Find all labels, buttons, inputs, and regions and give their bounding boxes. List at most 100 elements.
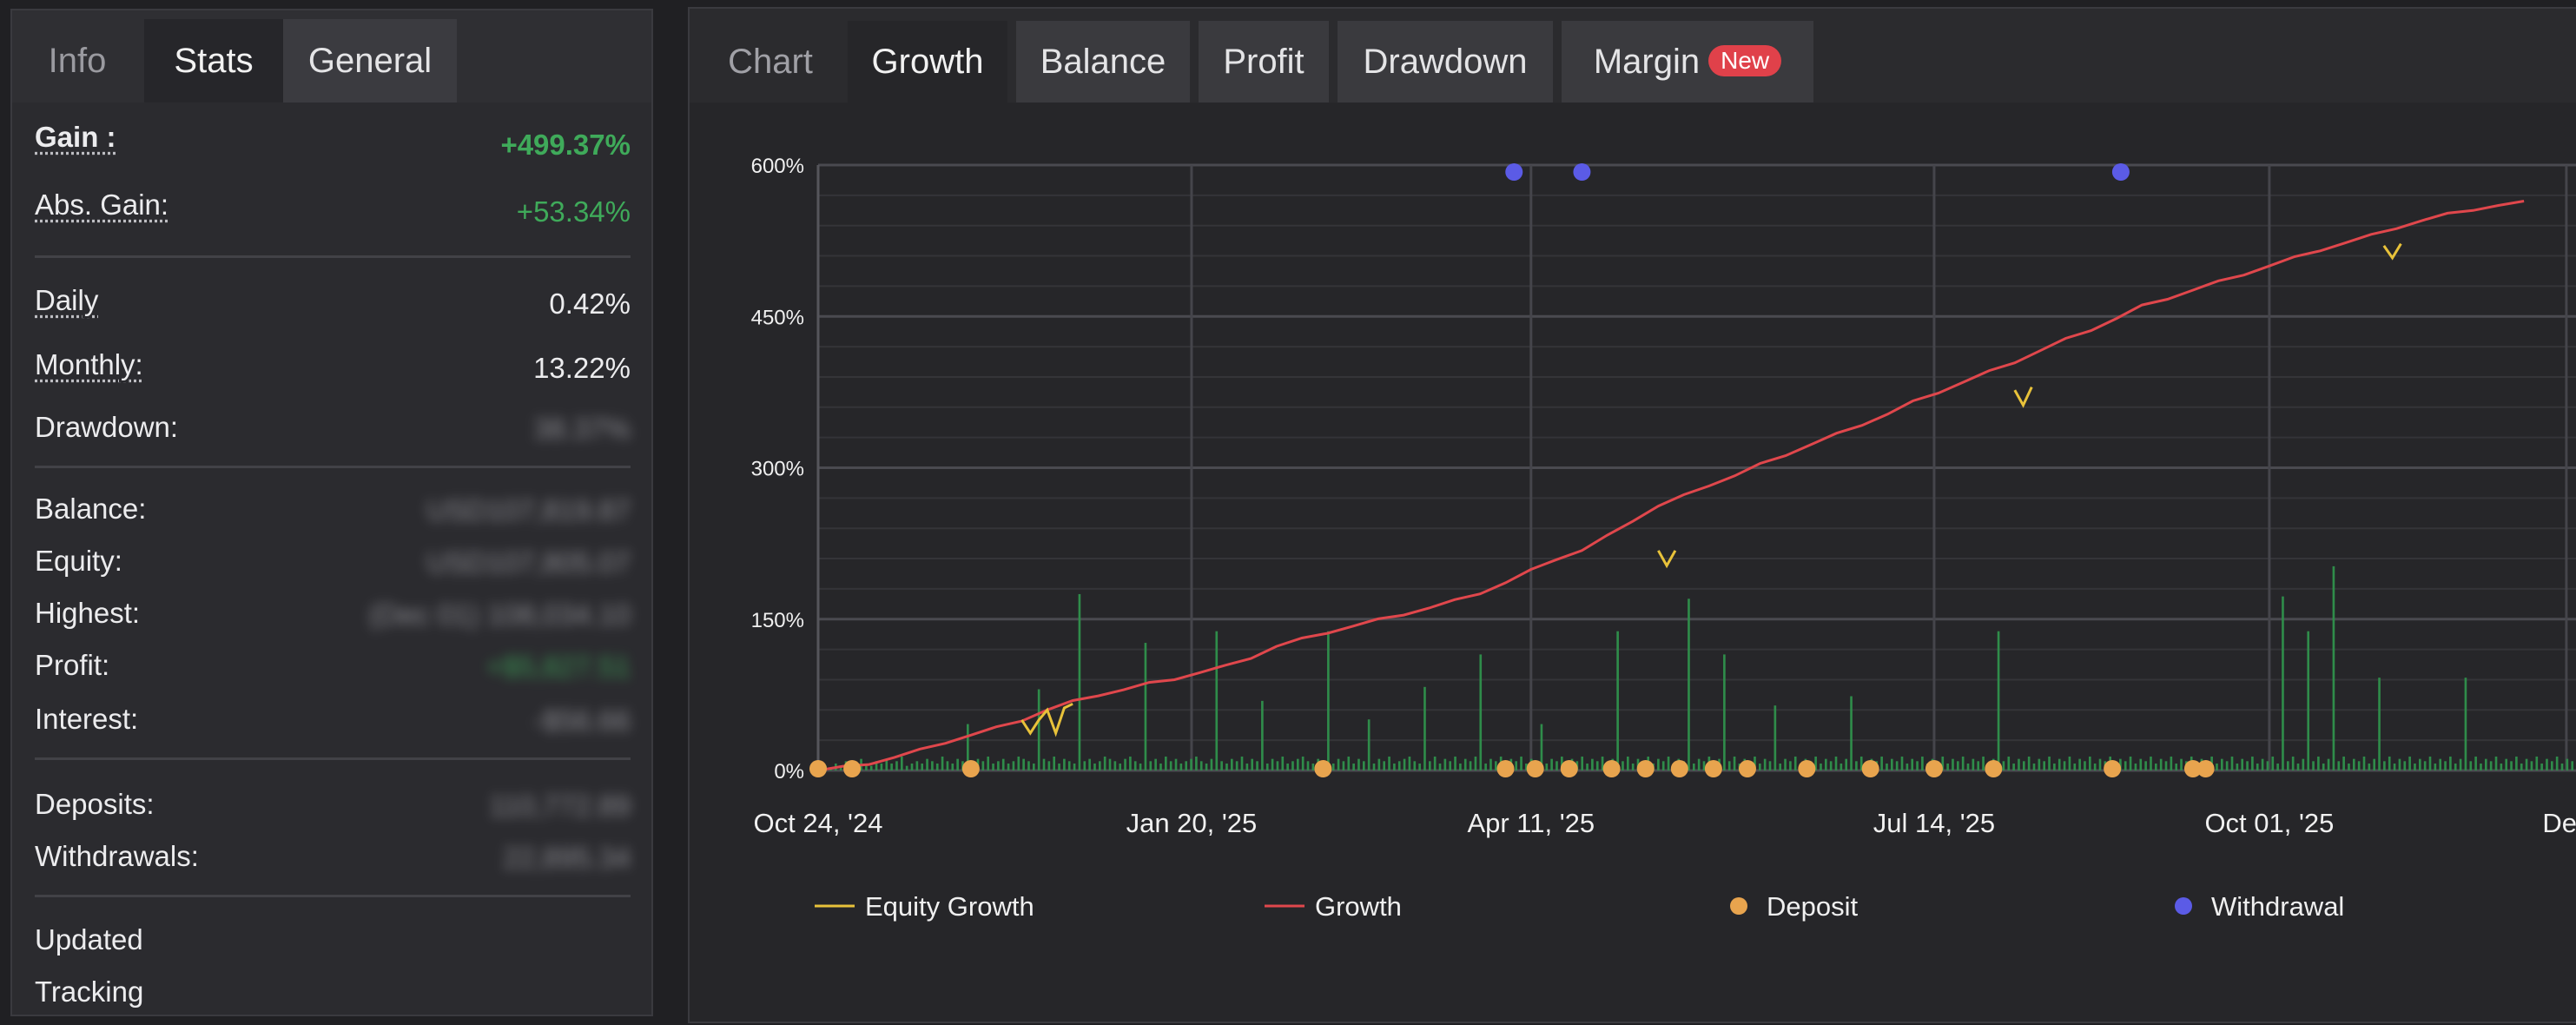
- daily-bar: [1033, 763, 1035, 770]
- tab-profit[interactable]: Profit: [1199, 21, 1329, 102]
- daily-bar: [1586, 763, 1589, 770]
- daily-bar: [2555, 756, 2559, 770]
- daily-bar: [2469, 761, 2473, 770]
- daily-bar: [1088, 758, 1091, 770]
- withdrawal-point: [1505, 163, 1523, 181]
- withdrawal-point: [2111, 163, 2130, 181]
- daily-bar: [1693, 763, 1695, 770]
- daily-bar: [885, 758, 888, 770]
- daily-bar: [2327, 758, 2330, 770]
- tab-info[interactable]: Info: [48, 42, 107, 80]
- daily-bar: [1438, 763, 1442, 770]
- monthly-label[interactable]: Monthly:: [35, 348, 143, 380]
- daily-bar: [2159, 758, 2163, 770]
- daily-bar: [1631, 763, 1635, 770]
- daily-bar: [2560, 763, 2564, 770]
- daily-bar: [1454, 756, 1456, 770]
- daily-bar: [1063, 758, 1066, 770]
- chart-legend: Equity Growth Growth Deposit Withdrawal: [815, 891, 2344, 922]
- tab-stats[interactable]: Stats: [144, 19, 283, 102]
- daily-bar: [1220, 761, 1223, 770]
- profit-value: +$5,827.51: [485, 651, 631, 683]
- gain-label[interactable]: Gain :: [35, 121, 116, 153]
- daily-bar: [1291, 761, 1294, 770]
- daily-bar: [1591, 758, 1594, 770]
- divider: [35, 255, 631, 258]
- daily-bar: [1702, 761, 1706, 770]
- daily-bar: [1657, 758, 1660, 770]
- daily-bar: [2403, 761, 2407, 770]
- legend-growth: Growth: [1315, 891, 1402, 922]
- daily-bar: [1357, 758, 1360, 770]
- stats-tab-bar: Info Stats General: [12, 10, 651, 102]
- deposits-value: 110,772.89: [489, 790, 631, 822]
- tab-growth[interactable]: Growth: [848, 21, 1007, 102]
- daily-bar: [2155, 763, 2157, 770]
- daily-bar: [1190, 758, 1192, 770]
- tracking-label: Tracking: [35, 975, 144, 1008]
- daily-bar: [992, 763, 994, 770]
- daily-bar: [910, 763, 914, 770]
- daily-bar: [1977, 761, 1980, 770]
- equity-growth-line: [2382, 242, 2402, 261]
- deposit-point: [1670, 760, 1688, 777]
- divider: [35, 757, 631, 760]
- y-tick-label: 600%: [751, 155, 804, 178]
- daily-bar: [1982, 756, 1985, 770]
- daily-bar: [987, 756, 990, 770]
- tab-balance[interactable]: Balance: [1016, 21, 1190, 102]
- daily-bar: [1966, 763, 1970, 770]
- daily-bar: [2362, 756, 2366, 770]
- daily-bar: [967, 724, 969, 770]
- daily-bar: [2317, 756, 2320, 770]
- withdrawals-label: Withdrawals:: [35, 840, 199, 872]
- legend-withdrawal: Withdrawal: [2211, 891, 2344, 922]
- daily-bar: [1347, 756, 1351, 770]
- daily-bar: [1058, 763, 1060, 770]
- deposit-point: [1314, 760, 1332, 777]
- daily-bar: [2271, 756, 2275, 770]
- daily-bar: [2530, 761, 2533, 770]
- equity-growth-line: [1020, 702, 1073, 737]
- abs-gain-label[interactable]: Abs. Gain:: [35, 188, 169, 221]
- abs-gain-value: +53.34%: [516, 195, 631, 228]
- daily-bar: [1377, 758, 1381, 770]
- interest-label: Interest:: [35, 703, 139, 735]
- daily-bar: [1047, 761, 1051, 770]
- daily-bar: [1199, 761, 1203, 770]
- daily-bar: [2078, 758, 2081, 770]
- daily-bar: [2378, 678, 2381, 770]
- daily-bar: [2266, 761, 2269, 770]
- daily-bar: [2566, 758, 2569, 770]
- tab-drawdown[interactable]: Drawdown: [1338, 21, 1553, 102]
- daily-bar: [1240, 756, 1244, 770]
- deposit-point: [1985, 760, 2003, 777]
- daily-bar: [1667, 756, 1670, 770]
- daily-bar: [2134, 763, 2137, 770]
- daily-bar: [2068, 756, 2071, 770]
- daily-label[interactable]: Daily: [35, 284, 99, 316]
- daily-bar: [2535, 756, 2539, 770]
- daily-bar: [2063, 761, 2066, 770]
- daily-bar: [1251, 758, 1254, 770]
- tab-margin[interactable]: Margin New: [1562, 21, 1813, 102]
- daily-bar: [2073, 763, 2077, 770]
- daily-bar: [1484, 763, 1487, 770]
- daily-bar: [1413, 761, 1417, 770]
- tab-general[interactable]: General: [283, 19, 457, 102]
- daily-bar: [1763, 758, 1767, 770]
- y-tick-label: 0%: [774, 760, 804, 784]
- tab-chart[interactable]: Chart: [705, 21, 836, 102]
- daily-bar: [2296, 763, 2300, 770]
- daily-bar: [1174, 758, 1178, 770]
- daily-bar: [1423, 686, 1426, 770]
- new-badge: New: [1708, 45, 1782, 77]
- daily-bar: [2302, 758, 2305, 770]
- daily-bar: [2546, 758, 2548, 770]
- daily-bar: [1957, 761, 1959, 770]
- daily-bar: [2571, 761, 2574, 770]
- daily-bar: [2485, 758, 2487, 770]
- daily-bar: [2012, 763, 2015, 770]
- axis-labels: 0% 150% 300% 450% 600% Oct 24, '24 Jan 20, '25…: [751, 155, 2576, 838]
- withdrawal-point: [1573, 163, 1591, 181]
